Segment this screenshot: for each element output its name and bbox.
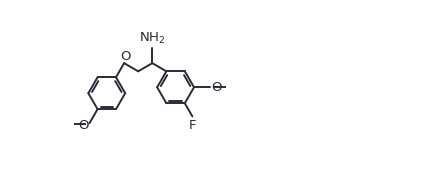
Text: F: F xyxy=(189,119,196,131)
Text: O: O xyxy=(120,50,130,63)
Text: NH$_2$: NH$_2$ xyxy=(139,31,165,46)
Text: O: O xyxy=(78,119,88,132)
Text: O: O xyxy=(211,81,222,94)
